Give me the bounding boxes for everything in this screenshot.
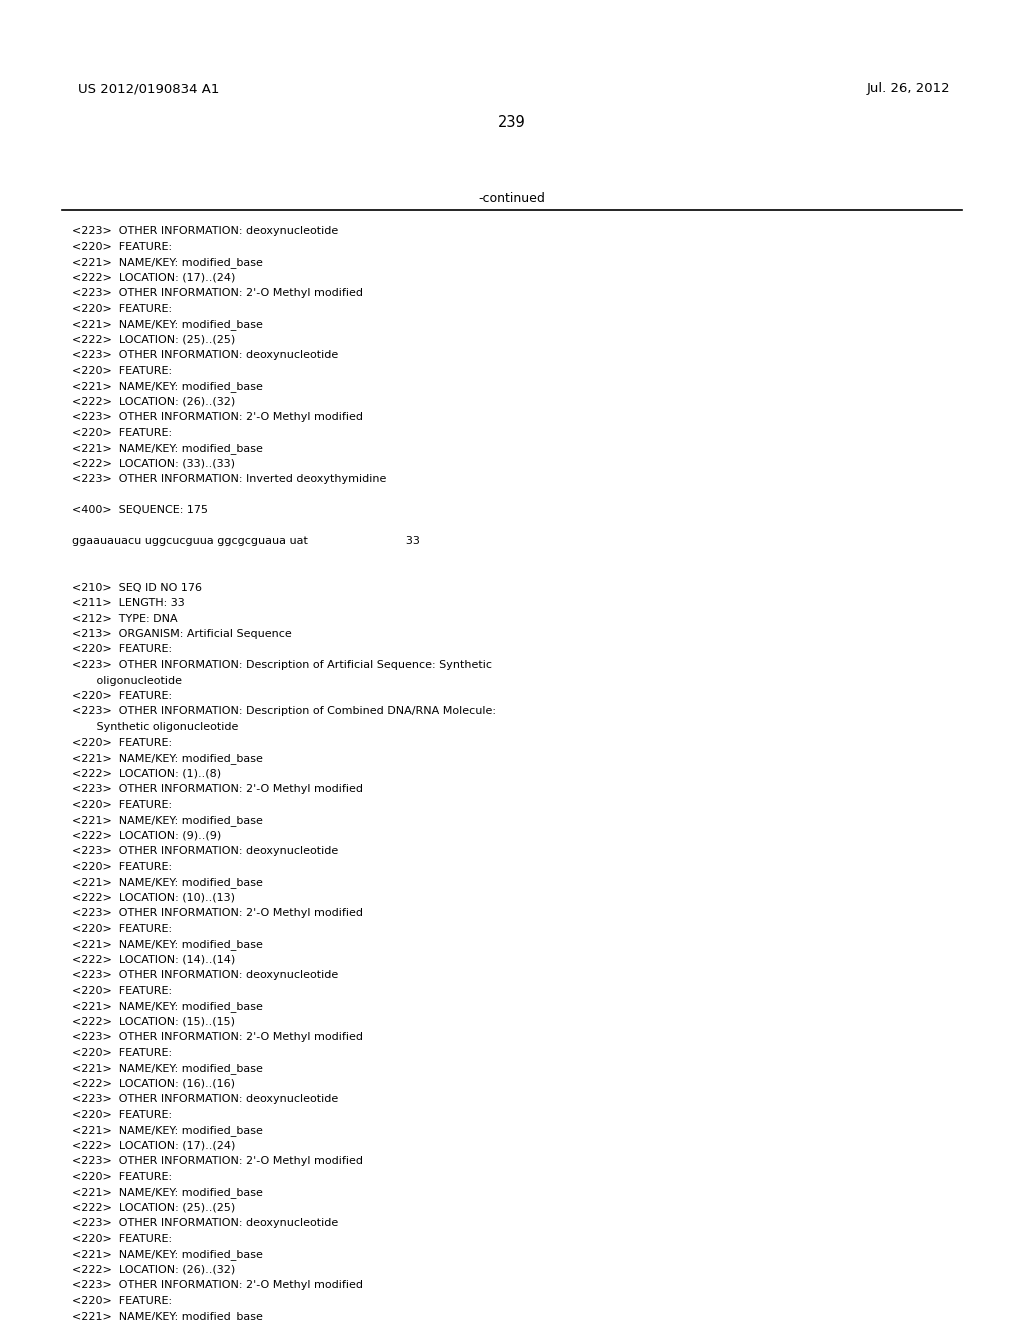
- Text: Synthetic oligonucleotide: Synthetic oligonucleotide: [72, 722, 239, 733]
- Text: <210>  SEQ ID NO 176: <210> SEQ ID NO 176: [72, 582, 202, 593]
- Text: <223>  OTHER INFORMATION: 2'-O Methyl modified: <223> OTHER INFORMATION: 2'-O Methyl mod…: [72, 908, 362, 917]
- Text: US 2012/0190834 A1: US 2012/0190834 A1: [78, 82, 219, 95]
- Text: <213>  ORGANISM: Artificial Sequence: <213> ORGANISM: Artificial Sequence: [72, 630, 292, 639]
- Text: <221>  NAME/KEY: modified_base: <221> NAME/KEY: modified_base: [72, 444, 263, 454]
- Text: <220>  FEATURE:: <220> FEATURE:: [72, 304, 172, 314]
- Text: <222>  LOCATION: (10)..(13): <222> LOCATION: (10)..(13): [72, 892, 234, 903]
- Text: <223>  OTHER INFORMATION: deoxynucleotide: <223> OTHER INFORMATION: deoxynucleotide: [72, 350, 338, 360]
- Text: <221>  NAME/KEY: modified_base: <221> NAME/KEY: modified_base: [72, 876, 263, 888]
- Text: <220>  FEATURE:: <220> FEATURE:: [72, 1172, 172, 1181]
- Text: <222>  LOCATION: (26)..(32): <222> LOCATION: (26)..(32): [72, 396, 236, 407]
- Text: <220>  FEATURE:: <220> FEATURE:: [72, 1110, 172, 1119]
- Text: <220>  FEATURE:: <220> FEATURE:: [72, 644, 172, 655]
- Text: <222>  LOCATION: (25)..(25): <222> LOCATION: (25)..(25): [72, 1203, 236, 1213]
- Text: -continued: -continued: [478, 191, 546, 205]
- Text: <223>  OTHER INFORMATION: 2'-O Methyl modified: <223> OTHER INFORMATION: 2'-O Methyl mod…: [72, 1280, 362, 1290]
- Text: <223>  OTHER INFORMATION: Inverted deoxythymidine: <223> OTHER INFORMATION: Inverted deoxyt…: [72, 474, 386, 484]
- Text: <212>  TYPE: DNA: <212> TYPE: DNA: [72, 614, 177, 623]
- Text: <220>  FEATURE:: <220> FEATURE:: [72, 1233, 172, 1243]
- Text: <220>  FEATURE:: <220> FEATURE:: [72, 690, 172, 701]
- Text: ggaauauacu uggcucguua ggcgcguaua uat                            33: ggaauauacu uggcucguua ggcgcguaua uat 33: [72, 536, 420, 546]
- Text: <223>  OTHER INFORMATION: 2'-O Methyl modified: <223> OTHER INFORMATION: 2'-O Methyl mod…: [72, 1032, 362, 1041]
- Text: <220>  FEATURE:: <220> FEATURE:: [72, 1295, 172, 1305]
- Text: <221>  NAME/KEY: modified_base: <221> NAME/KEY: modified_base: [72, 814, 263, 826]
- Text: <223>  OTHER INFORMATION: 2'-O Methyl modified: <223> OTHER INFORMATION: 2'-O Methyl mod…: [72, 288, 362, 298]
- Text: <221>  NAME/KEY: modified_base: <221> NAME/KEY: modified_base: [72, 752, 263, 764]
- Text: 239: 239: [498, 115, 526, 129]
- Text: <222>  LOCATION: (33)..(33): <222> LOCATION: (33)..(33): [72, 458, 234, 469]
- Text: <220>  FEATURE:: <220> FEATURE:: [72, 862, 172, 871]
- Text: <222>  LOCATION: (15)..(15): <222> LOCATION: (15)..(15): [72, 1016, 234, 1027]
- Text: Jul. 26, 2012: Jul. 26, 2012: [866, 82, 950, 95]
- Text: <223>  OTHER INFORMATION: deoxynucleotide: <223> OTHER INFORMATION: deoxynucleotide: [72, 1094, 338, 1104]
- Text: <211>  LENGTH: 33: <211> LENGTH: 33: [72, 598, 184, 609]
- Text: <223>  OTHER INFORMATION: 2'-O Methyl modified: <223> OTHER INFORMATION: 2'-O Methyl mod…: [72, 784, 362, 795]
- Text: oligonucleotide: oligonucleotide: [72, 676, 182, 685]
- Text: <223>  OTHER INFORMATION: 2'-O Methyl modified: <223> OTHER INFORMATION: 2'-O Methyl mod…: [72, 1156, 362, 1166]
- Text: <221>  NAME/KEY: modified_base: <221> NAME/KEY: modified_base: [72, 319, 263, 330]
- Text: <221>  NAME/KEY: modified_base: <221> NAME/KEY: modified_base: [72, 257, 263, 268]
- Text: <223>  OTHER INFORMATION: deoxynucleotide: <223> OTHER INFORMATION: deoxynucleotide: [72, 846, 338, 855]
- Text: <223>  OTHER INFORMATION: 2'-O Methyl modified: <223> OTHER INFORMATION: 2'-O Methyl mod…: [72, 412, 362, 422]
- Text: <221>  NAME/KEY: modified_base: <221> NAME/KEY: modified_base: [72, 1063, 263, 1074]
- Text: <223>  OTHER INFORMATION: deoxynucleotide: <223> OTHER INFORMATION: deoxynucleotide: [72, 1218, 338, 1228]
- Text: <221>  NAME/KEY: modified_base: <221> NAME/KEY: modified_base: [72, 1187, 263, 1199]
- Text: <220>  FEATURE:: <220> FEATURE:: [72, 366, 172, 375]
- Text: <220>  FEATURE:: <220> FEATURE:: [72, 800, 172, 809]
- Text: <220>  FEATURE:: <220> FEATURE:: [72, 986, 172, 995]
- Text: <221>  NAME/KEY: modified_base: <221> NAME/KEY: modified_base: [72, 939, 263, 950]
- Text: <400>  SEQUENCE: 175: <400> SEQUENCE: 175: [72, 506, 208, 515]
- Text: <222>  LOCATION: (17)..(24): <222> LOCATION: (17)..(24): [72, 272, 236, 282]
- Text: <223>  OTHER INFORMATION: Description of Combined DNA/RNA Molecule:: <223> OTHER INFORMATION: Description of …: [72, 706, 496, 717]
- Text: <222>  LOCATION: (16)..(16): <222> LOCATION: (16)..(16): [72, 1078, 234, 1089]
- Text: <221>  NAME/KEY: modified_base: <221> NAME/KEY: modified_base: [72, 1311, 263, 1320]
- Text: <222>  LOCATION: (9)..(9): <222> LOCATION: (9)..(9): [72, 830, 221, 841]
- Text: <221>  NAME/KEY: modified_base: <221> NAME/KEY: modified_base: [72, 381, 263, 392]
- Text: <221>  NAME/KEY: modified_base: <221> NAME/KEY: modified_base: [72, 1125, 263, 1137]
- Text: <221>  NAME/KEY: modified_base: <221> NAME/KEY: modified_base: [72, 1001, 263, 1012]
- Text: <222>  LOCATION: (25)..(25): <222> LOCATION: (25)..(25): [72, 334, 236, 345]
- Text: <222>  LOCATION: (17)..(24): <222> LOCATION: (17)..(24): [72, 1140, 236, 1151]
- Text: <223>  OTHER INFORMATION: deoxynucleotide: <223> OTHER INFORMATION: deoxynucleotide: [72, 226, 338, 236]
- Text: <221>  NAME/KEY: modified_base: <221> NAME/KEY: modified_base: [72, 1249, 263, 1259]
- Text: <222>  LOCATION: (14)..(14): <222> LOCATION: (14)..(14): [72, 954, 236, 965]
- Text: <220>  FEATURE:: <220> FEATURE:: [72, 428, 172, 437]
- Text: <222>  LOCATION: (1)..(8): <222> LOCATION: (1)..(8): [72, 768, 221, 779]
- Text: <223>  OTHER INFORMATION: Description of Artificial Sequence: Synthetic: <223> OTHER INFORMATION: Description of …: [72, 660, 492, 671]
- Text: <220>  FEATURE:: <220> FEATURE:: [72, 924, 172, 933]
- Text: <220>  FEATURE:: <220> FEATURE:: [72, 242, 172, 252]
- Text: <220>  FEATURE:: <220> FEATURE:: [72, 738, 172, 747]
- Text: <222>  LOCATION: (26)..(32): <222> LOCATION: (26)..(32): [72, 1265, 236, 1275]
- Text: <223>  OTHER INFORMATION: deoxynucleotide: <223> OTHER INFORMATION: deoxynucleotide: [72, 970, 338, 979]
- Text: <220>  FEATURE:: <220> FEATURE:: [72, 1048, 172, 1057]
